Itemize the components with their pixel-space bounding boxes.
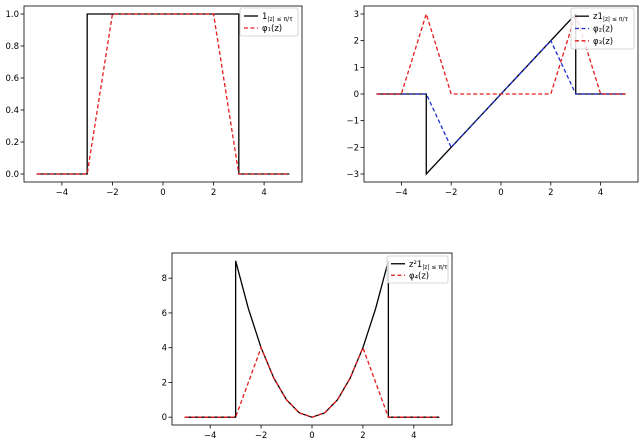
x-tick-label: −2 [445, 188, 458, 198]
x-tick-label: 2 [360, 431, 365, 441]
legend-label: 1|z| ≤ π/τ [262, 12, 293, 23]
y-tick-label: 0 [162, 413, 167, 423]
legend-box [386, 255, 449, 284]
x-tick-label: 2 [548, 188, 553, 198]
chart-1: −4 −2 0 2 4 0.0 0.2 0.4 0.6 0.8 1.0 1|z| ≤ π/τφ₁(z) [5, 5, 303, 198]
x-tick-label: 4 [598, 188, 603, 198]
x-tick-label: −2 [106, 188, 119, 198]
series-line-2 [36, 13, 290, 175]
legend-label-subscript: |z| ≤ π/τ [603, 16, 629, 23]
series-line-3 [376, 11, 626, 95]
series-line-1 [36, 13, 290, 175]
series-line-2 [184, 345, 440, 418]
legend: z²1|z| ≤ π/τφ₄(z) [386, 255, 449, 284]
x-tick-label: 0 [498, 188, 503, 198]
y-tick-label: 1.0 [5, 10, 19, 20]
y-tick-label: −2 [346, 143, 359, 153]
series-line-1 [184, 260, 440, 418]
x-tick-label: −4 [395, 188, 408, 198]
y-tick-label: 0.8 [5, 42, 19, 52]
y-tick-label: 6 [162, 309, 167, 319]
y-tick-label: 3 [354, 10, 359, 20]
legend-label: φ₃(z) [593, 37, 613, 47]
y-tick-label: 0.4 [5, 106, 19, 116]
y-tick-label: 0 [354, 90, 359, 100]
legend-label: z²1|z| ≤ π/τ [409, 260, 448, 271]
y-tick-label: 0.2 [5, 138, 19, 148]
legend: 1|z| ≤ π/τφ₁(z) [239, 7, 299, 37]
chart-2: −4 −2 0 2 4 −3 −2 −1 0 1 2 3 z1|z| ≤ π/τ φ₂(z) φ₃(z) [346, 5, 639, 198]
y-tick-label: −1 [346, 117, 359, 127]
y-tick-label: −3 [346, 170, 359, 180]
x-tick-label: 4 [261, 188, 266, 198]
legend-label-subscript: |z| ≤ π/τ [267, 16, 293, 23]
legend-label: φ₁(z) [262, 24, 282, 34]
y-tick-label: 1 [354, 63, 359, 73]
legend-label: φ₂(z) [593, 25, 613, 35]
y-tick-label: 0.6 [5, 74, 19, 84]
legend-label: z1|z| ≤ π/τ [593, 12, 629, 23]
x-tick-label: 4 [411, 431, 416, 441]
y-tick-label: 4 [162, 344, 167, 354]
legend-box [239, 7, 299, 37]
x-tick-label: −4 [56, 188, 69, 198]
x-tick-label: −2 [255, 431, 268, 441]
y-tick-label: 8 [162, 274, 167, 284]
x-tick-label: 0 [160, 188, 165, 198]
legend: z1|z| ≤ π/τ φ₂(z) φ₃(z) [570, 7, 635, 50]
x-tick-label: −4 [204, 431, 217, 441]
y-tick-label: 2 [162, 378, 167, 388]
x-tick-label: 0 [309, 431, 314, 441]
y-tick-label: 0.0 [5, 170, 19, 180]
x-tick-label: 2 [211, 188, 216, 198]
series-line-2 [376, 39, 626, 149]
legend-label: φ₄(z) [409, 271, 429, 281]
y-tick-label: 2 [354, 37, 359, 47]
legend-box [570, 7, 635, 50]
chart-3: −4 −2 0 2 4 0 2 4 6 8 z²1|z| ≤ π/τφ₄(z) [162, 252, 453, 441]
legend-label-subscript: |z| ≤ π/τ [422, 264, 448, 271]
